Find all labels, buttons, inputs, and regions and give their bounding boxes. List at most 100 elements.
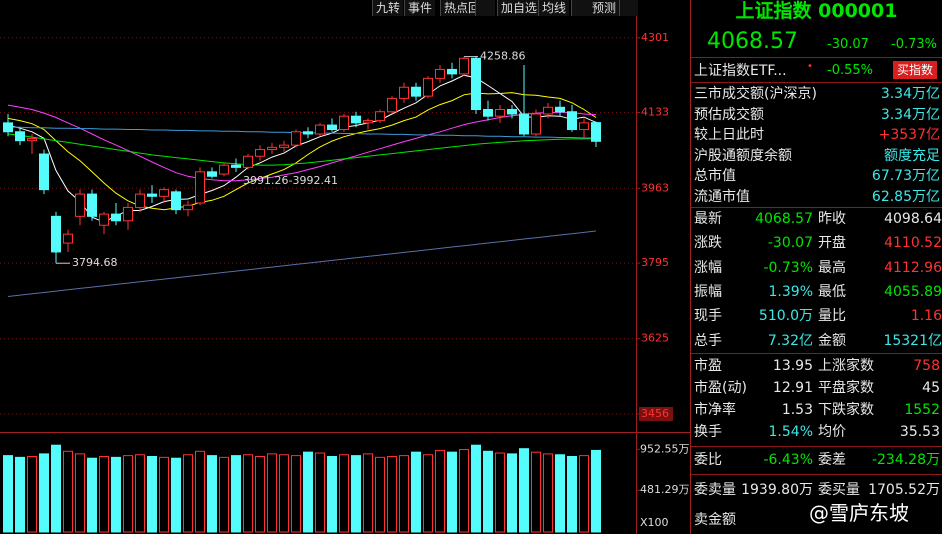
stat-value: 13.95 — [772, 358, 813, 374]
price: 4068.57 — [707, 29, 798, 54]
stat-value: 1552 — [904, 402, 940, 418]
toolbar-icon[interactable] — [475, 0, 494, 16]
stat-label: 换手 — [694, 424, 722, 440]
order-label: 委差 — [818, 452, 846, 468]
volume-bar — [243, 454, 253, 533]
grid-label: 昨收 — [818, 211, 846, 227]
toolbar-button[interactable]: 事件 — [404, 0, 436, 16]
grid-label: 量比 — [818, 308, 846, 325]
summary-label: 预估成交额 — [694, 106, 764, 123]
candle-body — [315, 124, 325, 135]
candle-body — [339, 115, 349, 131]
toolbar-icon[interactable] — [571, 0, 590, 16]
sep — [691, 474, 942, 475]
order-value: 1939.80万 — [741, 482, 813, 498]
y-tick-label: 3795 — [641, 256, 669, 269]
volume-bar — [567, 455, 577, 533]
stat-label: 均价 — [818, 424, 846, 440]
etf-name[interactable]: 上证指数ETF... — [694, 63, 787, 79]
grid-value: 15321亿 — [883, 332, 942, 349]
quote-title: 上证指数 000001 — [735, 0, 898, 22]
volume-bar — [51, 444, 61, 533]
ma-line — [7, 92, 597, 211]
candle-body — [471, 57, 481, 111]
volume-bar — [435, 449, 445, 533]
summary-value: 3.34万亿 — [880, 106, 940, 123]
sep — [691, 446, 942, 447]
volume-bar — [339, 454, 349, 533]
candle-body — [351, 115, 361, 124]
order-value: -6.43% — [763, 452, 813, 468]
toolbar-button[interactable]: 预测 — [588, 0, 620, 16]
y-tick-label: 3456 — [641, 407, 669, 420]
candle-body — [39, 153, 49, 191]
etf-dot: • — [807, 61, 813, 72]
order-value: 1705.52万 — [868, 482, 940, 498]
change-pct: -0.73% — [891, 37, 937, 52]
toolbar-button[interactable]: 九转 — [372, 0, 404, 16]
candle-body — [267, 146, 277, 151]
candle-body — [327, 124, 337, 131]
volume-bar — [375, 456, 385, 533]
volume-bar — [15, 456, 25, 533]
candle-body — [3, 122, 13, 133]
volume-bar — [423, 454, 433, 533]
volume-bar — [195, 450, 205, 533]
volume-bar — [87, 457, 97, 533]
watermark: @雪庐东坡 — [809, 501, 909, 525]
sep — [691, 353, 942, 354]
volume-bar — [531, 451, 541, 533]
candle-body — [495, 109, 505, 117]
stat-label: 市净率 — [694, 402, 736, 418]
candle-body — [303, 131, 313, 135]
toolbar-button[interactable]: 加自选 — [497, 0, 541, 16]
volume-bar — [519, 448, 529, 533]
stat-value: 35.53 — [899, 424, 940, 440]
candle-body — [147, 193, 157, 197]
volume-bar — [447, 451, 457, 533]
candle-body — [591, 122, 601, 142]
volume-bar — [219, 456, 229, 533]
ma-line — [7, 104, 597, 182]
grid-label: 总手 — [694, 332, 722, 349]
ma-line — [7, 230, 597, 297]
summary-value: +3537亿 — [878, 127, 940, 143]
stat-label: 市盈(动) — [694, 380, 747, 396]
volume-bar — [363, 453, 373, 533]
candle-body — [135, 193, 145, 208]
grid-value: 510.0万 — [758, 308, 813, 325]
summary-label: 流通市值 — [694, 188, 750, 205]
candle-body — [207, 171, 217, 177]
candle-body — [363, 120, 373, 124]
stat-value: 45 — [922, 380, 940, 396]
candle-body — [567, 111, 577, 131]
candle-body — [27, 137, 37, 142]
volume-bar — [387, 455, 397, 533]
volume-bar — [411, 451, 421, 533]
volume-bar — [459, 449, 469, 533]
grid-label: 最低 — [818, 283, 846, 300]
chart: 4301 4133 3963 3795 3625 3456 4258.86 3794.68 39… — [0, 0, 691, 534]
toolbar-icon[interactable] — [619, 0, 638, 16]
grid-label: 金额 — [818, 332, 846, 349]
grid-value: 4110.52 — [884, 235, 942, 252]
grid-value: 4112.96 — [884, 259, 942, 276]
buy-button[interactable]: 买指数 — [893, 61, 937, 79]
candle-body — [87, 193, 97, 217]
volume-bar — [255, 455, 265, 533]
order-label: 委卖量 — [694, 482, 736, 498]
volume-bar — [75, 453, 85, 533]
grid-label: 涨跌 — [694, 235, 722, 252]
volume-bar — [579, 455, 589, 533]
volume-bar — [39, 453, 49, 533]
volume-tick-label: 481.29万 — [640, 483, 690, 496]
candle-body — [243, 155, 253, 168]
etf-pct: -0.55% — [827, 63, 873, 78]
order-label: 委买量 — [818, 482, 860, 498]
candle-body — [459, 57, 469, 75]
candle-body — [555, 106, 565, 113]
y-tick-label: 4301 — [641, 31, 669, 44]
volume-bar — [135, 454, 145, 533]
toolbar-button[interactable]: 均线 — [538, 0, 570, 16]
quote-panel: 上证指数 000001 4068.57 -30.07 -0.73% 上证指数ET… — [691, 0, 942, 534]
